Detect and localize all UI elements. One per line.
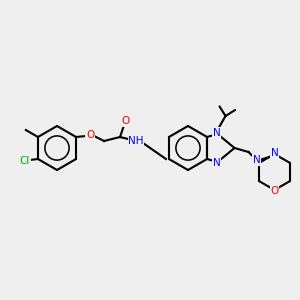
Text: NH: NH: [128, 136, 144, 146]
Text: O: O: [121, 116, 129, 126]
Text: N: N: [213, 128, 220, 138]
Text: N: N: [213, 158, 220, 168]
Text: O: O: [270, 186, 279, 196]
Text: N: N: [253, 155, 260, 165]
Text: Cl: Cl: [20, 156, 30, 166]
Text: O: O: [86, 130, 94, 140]
Text: N: N: [271, 148, 278, 158]
